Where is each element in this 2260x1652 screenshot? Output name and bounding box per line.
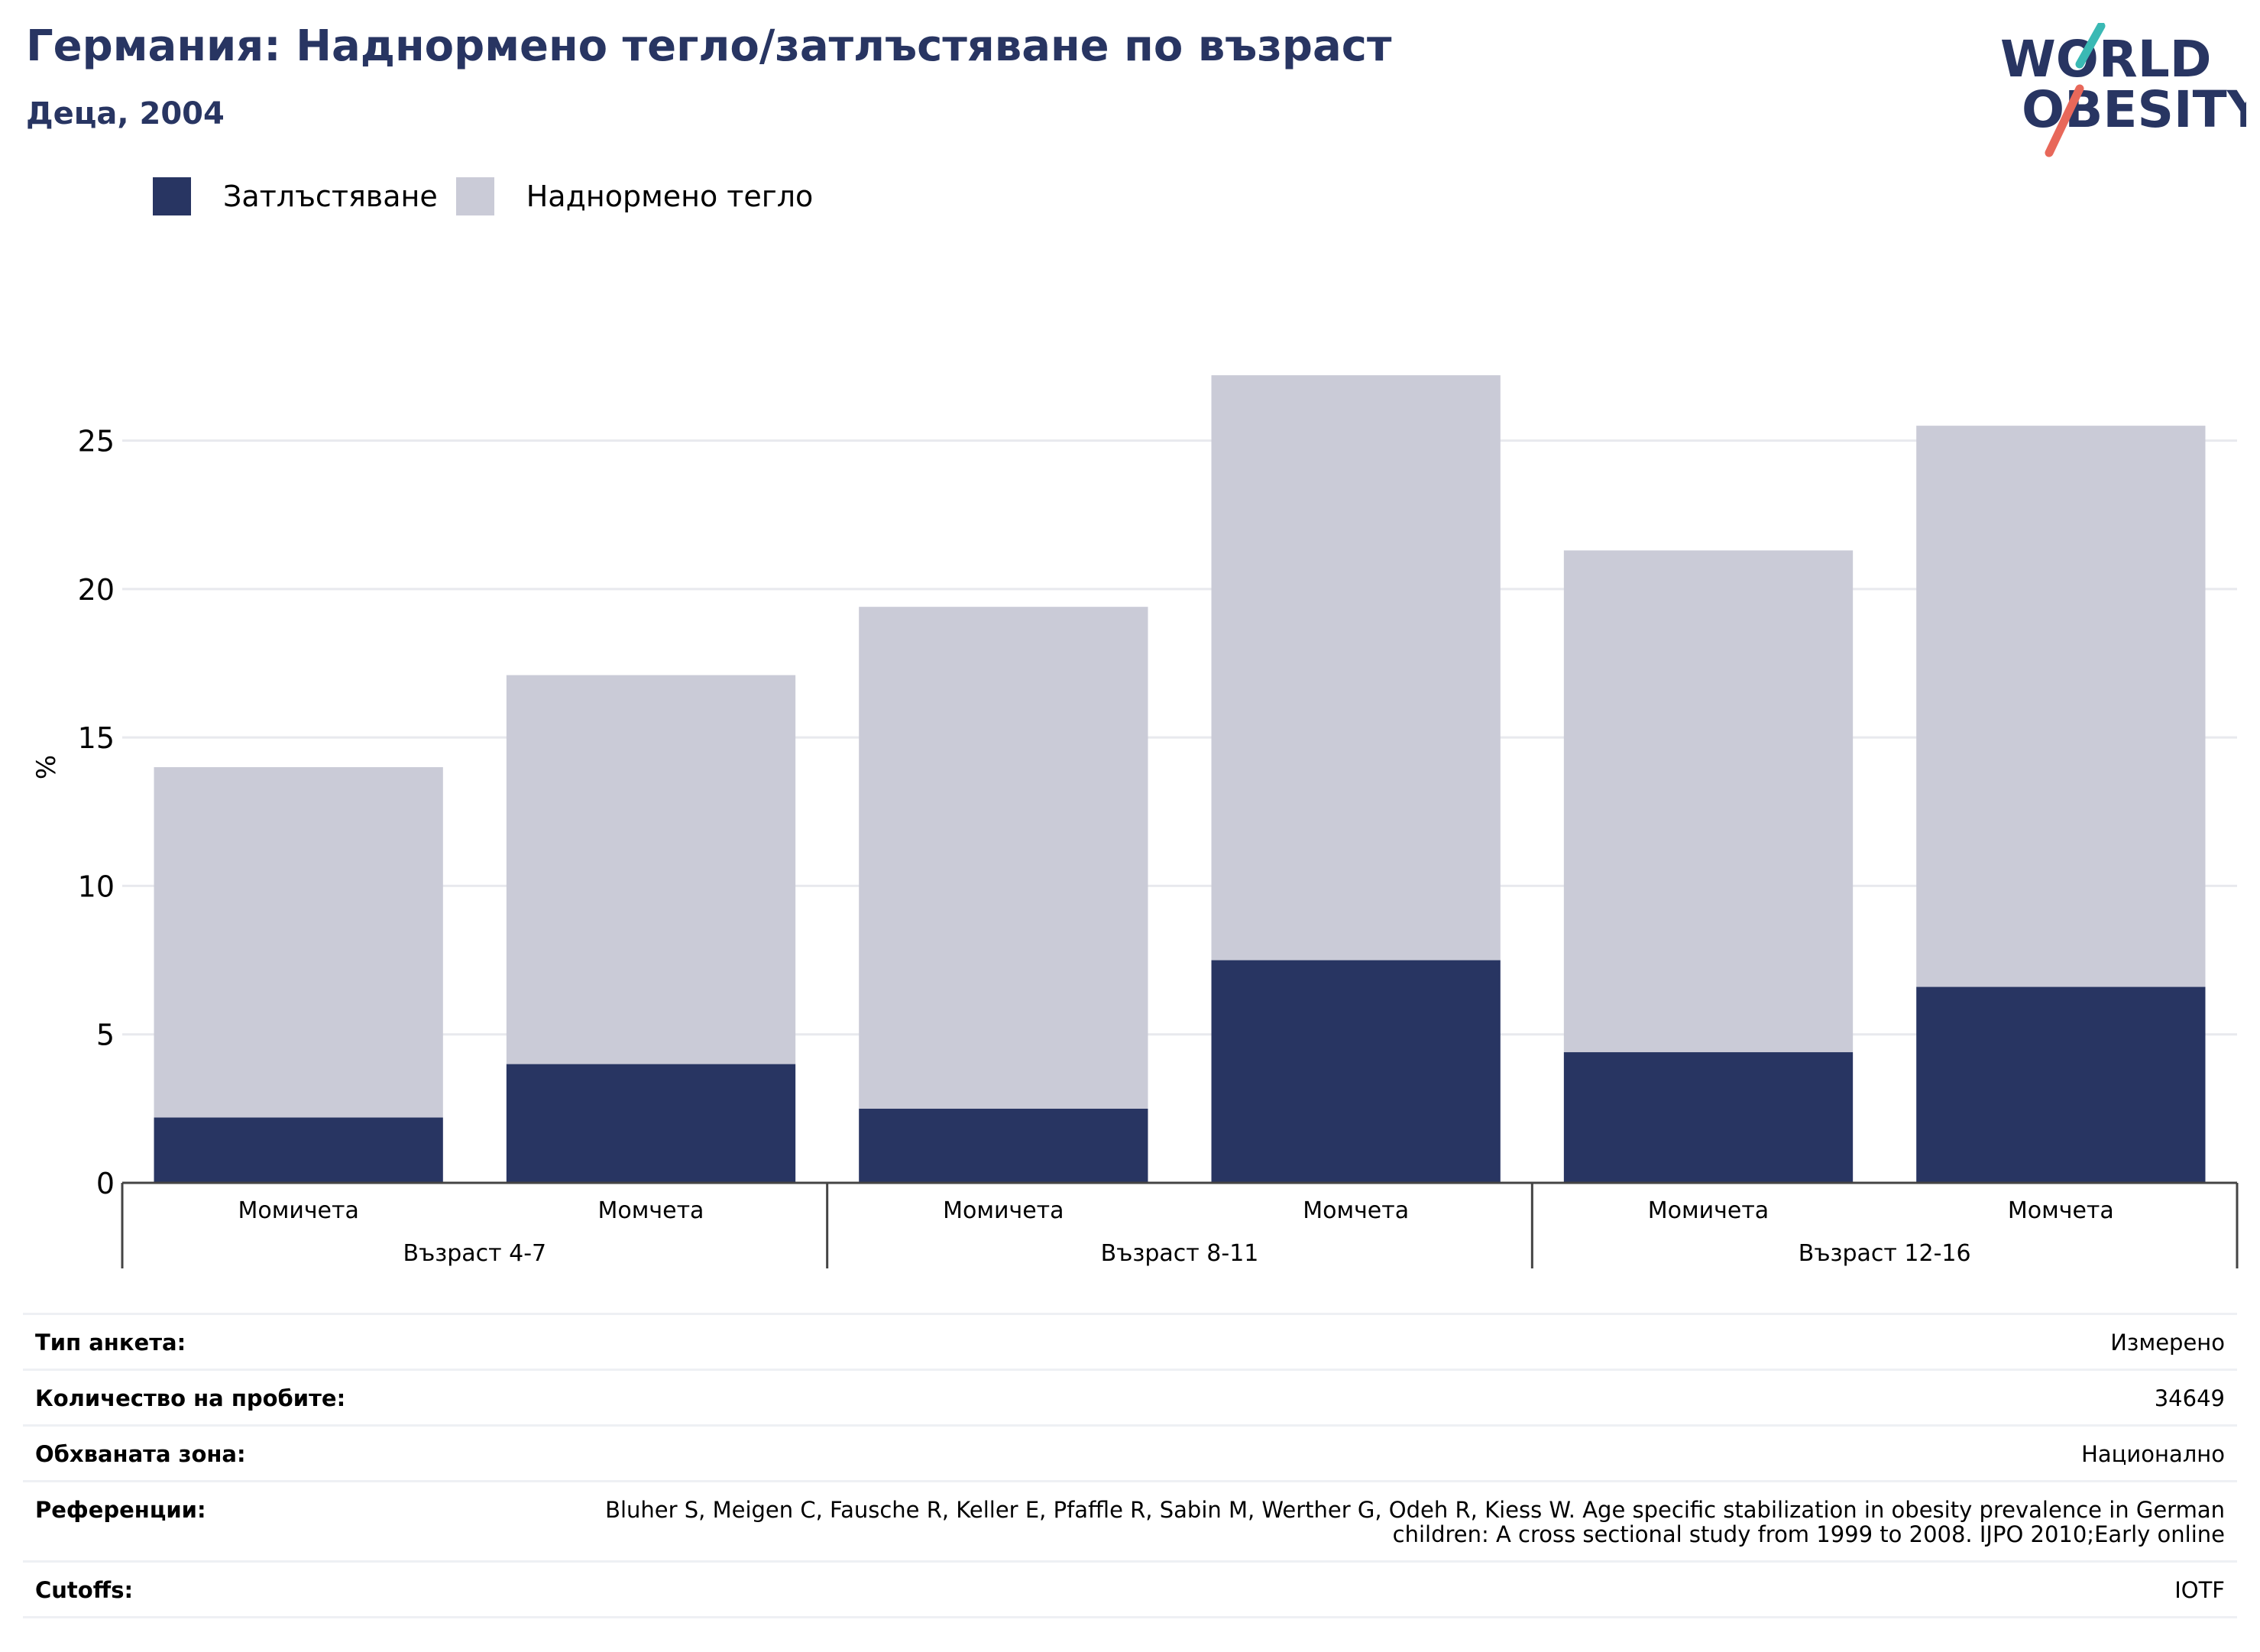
x-group-label: Възраст 8-11 xyxy=(1101,1240,1259,1267)
bar-obesity xyxy=(1563,1052,1854,1183)
info-row-cutoffs: Cutoffs: IOTF xyxy=(23,1563,2237,1618)
bar-obesity xyxy=(859,1108,1148,1183)
y-tick-label: 15 xyxy=(78,721,115,755)
legend-swatch-obesity xyxy=(153,177,191,215)
x-group-label: Възраст 12-16 xyxy=(1799,1240,1971,1267)
x-group-label: Възраст 4-7 xyxy=(403,1240,546,1267)
y-tick-label: 5 xyxy=(96,1019,115,1052)
legend-label-obesity: Затлъстяване xyxy=(223,180,438,213)
info-value: Национално xyxy=(2081,1441,2225,1467)
y-tick-label: 20 xyxy=(78,573,115,607)
x-category-label: Момчета xyxy=(2008,1197,2114,1224)
info-value: 34649 xyxy=(2154,1385,2225,1411)
info-row-references: Референции: Bluher S, Meigen C, Fausche … xyxy=(23,1482,2237,1563)
info-label: Cutoffs: xyxy=(35,1577,134,1603)
chart-legend: Затлъстяване Наднормено тегло xyxy=(153,177,831,215)
bar-obesity xyxy=(154,1117,443,1183)
info-value: IOTF xyxy=(2174,1577,2225,1603)
x-category-label: Момчета xyxy=(598,1197,704,1224)
y-tick-label: 25 xyxy=(78,425,115,458)
world-obesity-logo: WORLD OBESITY xyxy=(2000,23,2246,157)
chart-subtitle: Деца, 2004 xyxy=(26,96,225,131)
info-value: Bluher S, Meigen C, Fausche R, Keller E,… xyxy=(605,1497,2225,1547)
x-category-label: Момичета xyxy=(943,1197,1064,1224)
legend-item-obesity[interactable]: Затлъстяване xyxy=(153,177,438,215)
info-row-survey-type: Тип анкета: Измерено xyxy=(23,1315,2237,1371)
bar-overweight xyxy=(1211,375,1501,960)
y-tick-label: 10 xyxy=(78,870,115,903)
bar-overweight xyxy=(859,607,1148,1109)
chart-title: Германия: Наднормено тегло/затлъстяване … xyxy=(26,21,1392,71)
bar-obesity xyxy=(1916,986,2206,1183)
x-category-label: Момичета xyxy=(238,1197,358,1224)
bar-overweight xyxy=(1563,550,1854,1053)
bar-chart: 0 5 10 15 20 25% Момичета Момчета Момичета Момчет… xyxy=(31,375,2239,1268)
bar-obesity xyxy=(506,1064,796,1183)
legend-swatch-overweight xyxy=(455,177,494,215)
info-label: Обхваната зона: xyxy=(35,1441,246,1467)
info-row-sample-size: Количество на пробите: 34649 xyxy=(23,1371,2237,1427)
logo-slash-bottom xyxy=(2045,84,2084,157)
legend-label-overweight: Наднормено тегло xyxy=(526,180,814,213)
info-value: Измерено xyxy=(2110,1330,2225,1356)
y-tick-label: 0 xyxy=(96,1167,115,1200)
x-category-label: Момичета xyxy=(1648,1197,1769,1224)
bar-overweight xyxy=(154,767,443,1118)
logo-line1: WORLD xyxy=(2000,30,2212,89)
bar-overweight xyxy=(1916,426,2206,987)
info-label: Количество на пробите: xyxy=(35,1385,346,1411)
legend-item-overweight[interactable]: Наднормено тегло xyxy=(455,177,814,215)
x-category-label: Момчета xyxy=(1303,1197,1409,1224)
survey-info-table: Тип анкета: Измерено Количество на проби… xyxy=(23,1313,2237,1618)
info-label: Референции: xyxy=(35,1497,206,1523)
y-axis-label: % xyxy=(31,755,62,779)
bar-obesity xyxy=(1211,960,1501,1183)
bar-overweight xyxy=(506,675,796,1064)
info-label: Тип анкета: xyxy=(35,1330,186,1356)
info-row-coverage: Обхваната зона: Национално xyxy=(23,1427,2237,1482)
logo-slash-top xyxy=(2075,23,2106,69)
